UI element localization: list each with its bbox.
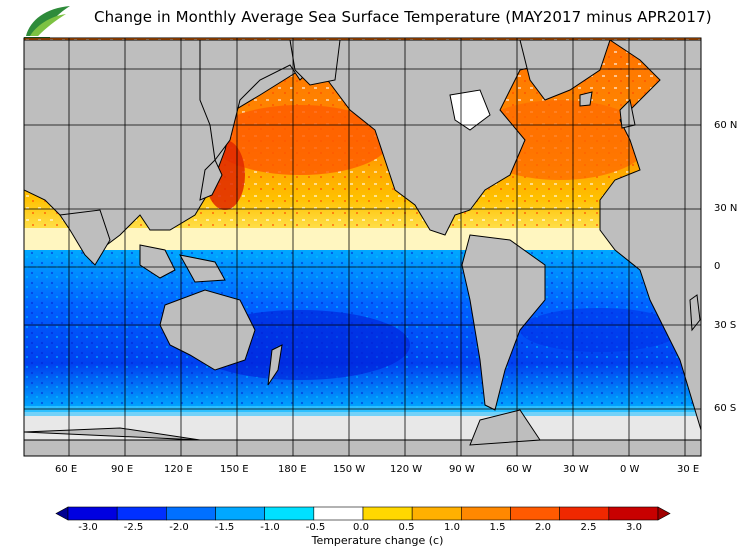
lon-label-120e: 120 E — [164, 464, 193, 475]
colorbar-tick-label: -1.5 — [214, 522, 235, 533]
lon-label-30e: 30 E — [677, 464, 700, 475]
map-frame — [23, 37, 702, 457]
lon-label-180e: 180 E — [278, 464, 307, 475]
colorbar-tick-label: 1.5 — [489, 522, 506, 533]
colorbar-tick-label: -2.5 — [123, 522, 144, 533]
colorbar-segment — [215, 506, 265, 521]
land-masses — [24, 39, 701, 456]
colorbar-tick-label: 2.5 — [580, 522, 597, 533]
colorbar-segment — [166, 506, 216, 521]
lon-label-150w: 150 W — [333, 464, 366, 475]
colorbar — [55, 506, 671, 521]
colorbar-arrow-high — [657, 506, 671, 521]
colorbar-segment — [608, 506, 659, 521]
lon-label-150e: 150 E — [220, 464, 249, 475]
lat-label-0: 0 — [714, 261, 721, 272]
colorbar-segment — [67, 506, 118, 521]
colorbar-title: Temperature change (c) — [311, 534, 444, 547]
lon-label-60e: 60 E — [55, 464, 78, 475]
colorbar-segment — [461, 506, 511, 521]
colorbar-segment — [264, 506, 315, 521]
grid-lines — [24, 38, 701, 456]
colorbar-arrow-low — [55, 506, 69, 521]
colorbar-tick-label: 3.0 — [626, 522, 642, 533]
colorbar-segment — [411, 506, 462, 521]
colorbar-segment — [510, 506, 560, 521]
lon-label-120w: 120 W — [390, 464, 423, 475]
colorbar-segment — [116, 506, 167, 521]
colorbar-tick-label: 0.0 — [353, 522, 369, 533]
colorbar-tick-label: -2.0 — [169, 522, 189, 533]
equatorial-band — [24, 228, 701, 254]
lon-label-30w: 30 W — [563, 464, 589, 475]
colorbar-tick-label: 2.0 — [535, 522, 551, 533]
colorbar-segment — [362, 506, 413, 521]
chart-title: Change in Monthly Average Sea Surface Te… — [94, 8, 712, 26]
north-pacific-warm-patch — [210, 105, 390, 175]
lon-label-0w: 0 W — [620, 464, 640, 475]
colorbar-segment — [559, 506, 610, 521]
colorbar-tick-label: -0.5 — [305, 522, 326, 533]
colorbar-segment — [313, 506, 364, 521]
lon-label-60w: 60 W — [506, 464, 532, 475]
lat-label-30s: 30 S — [714, 320, 737, 331]
colorbar-tick-label: 0.5 — [398, 522, 415, 533]
lon-label-90e: 90 E — [111, 464, 134, 475]
colorbar-tick-label: 1.0 — [444, 522, 460, 533]
lat-label-60n: 60 N — [714, 120, 738, 131]
lon-label-90w: 90 W — [449, 464, 475, 475]
lat-label-60s: 60 S — [714, 403, 737, 414]
lat-label-30n: 30 N — [714, 203, 738, 214]
colorbar-tick-label: -3.0 — [78, 522, 98, 533]
colorbar-tick-label: -1.0 — [260, 522, 280, 533]
